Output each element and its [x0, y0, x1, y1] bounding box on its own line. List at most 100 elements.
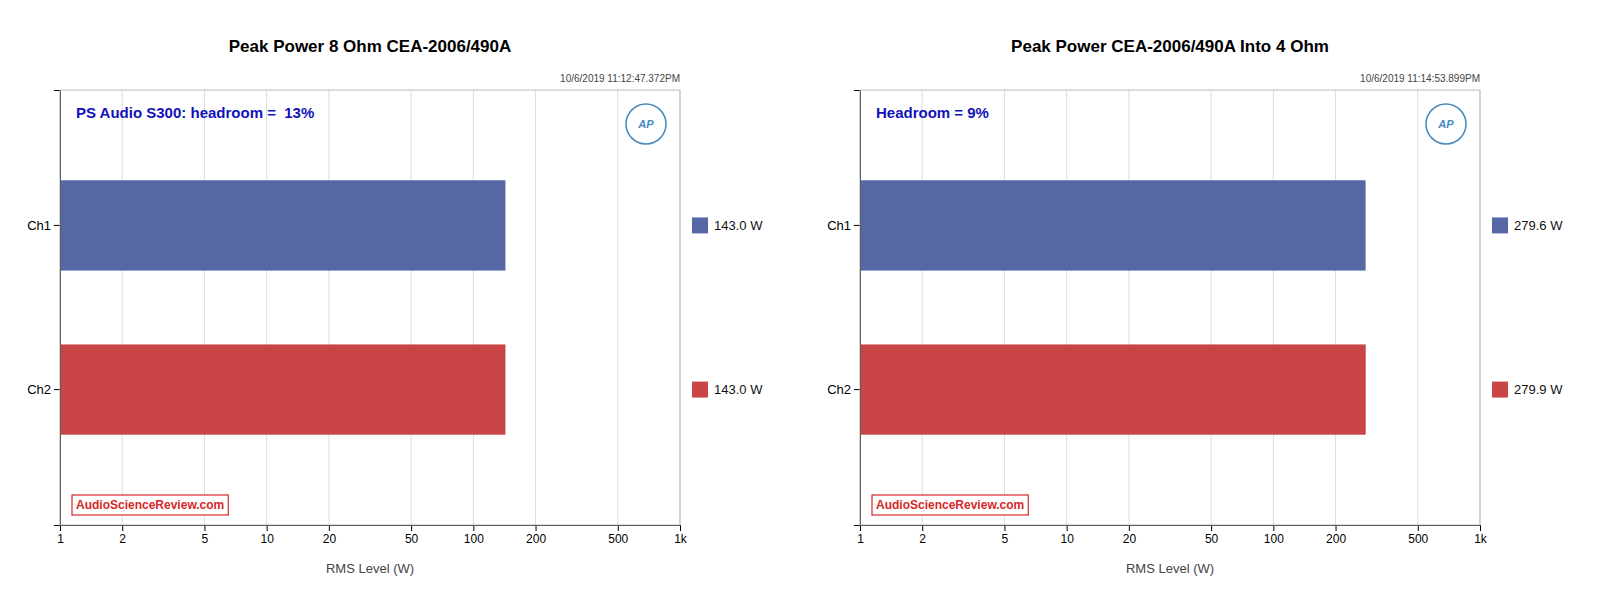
label-swatch — [692, 382, 708, 398]
x-tick-label: 200 — [1326, 532, 1346, 546]
data-label: 143.0 W — [714, 218, 763, 233]
watermark-text: AudioScienceReview.com — [876, 498, 1024, 512]
y-axis: Ch2 Ch1 — [827, 91, 860, 526]
grid-line — [411, 90, 412, 525]
x-tick-label: 1 — [857, 532, 864, 546]
logo-circle — [1426, 104, 1466, 144]
x-tick-label: 5 — [1002, 532, 1009, 546]
x-tick-mark — [267, 525, 268, 531]
grid — [60, 90, 680, 525]
bar — [60, 344, 505, 434]
plot-frame — [860, 90, 1480, 525]
x-tick: 10 — [1060, 525, 1074, 546]
grid — [860, 90, 1480, 525]
x-tick-label: 1k — [1474, 532, 1488, 546]
grid-line — [617, 90, 618, 525]
timestamp: 10/6/2019 11:14:53.899PM — [1360, 73, 1480, 84]
x-tick-label: 500 — [1408, 532, 1428, 546]
y-tick: Ch1 — [27, 218, 60, 233]
logo-circle — [626, 104, 666, 144]
x-tick: 1k — [1474, 525, 1488, 546]
bar — [60, 180, 505, 270]
timestamp: 10/6/2019 11:12:47.372PM — [560, 73, 680, 84]
x-tick-mark — [922, 525, 923, 531]
x-tick: 2 — [119, 525, 126, 546]
x-tick: 50 — [405, 525, 419, 546]
y-tick-mark — [854, 389, 860, 390]
watermark-box — [872, 495, 1028, 515]
x-axis: 1 2 5 10 20 50 100 200 500 1k — [857, 525, 1488, 546]
bars — [60, 180, 505, 434]
x-tick-mark — [1067, 525, 1068, 531]
x-tick-mark — [1129, 525, 1130, 531]
x-tick-label: 1 — [57, 532, 64, 546]
y-tick-label: Ch1 — [27, 218, 51, 233]
label-swatch — [1492, 217, 1508, 233]
title: Peak Power 8 Ohm CEA-2006/490A — [229, 37, 512, 56]
y-tick-mark — [54, 389, 60, 390]
x-tick-label: 100 — [464, 532, 484, 546]
y-tick-mark — [854, 225, 860, 226]
grid-line — [1335, 90, 1336, 525]
grid-line — [535, 90, 536, 525]
y-tick-mark — [54, 225, 60, 226]
x-tick-label: 2 — [119, 532, 126, 546]
logo-text: AP — [637, 118, 654, 130]
x-tick-mark — [1004, 525, 1005, 531]
label-swatch — [692, 217, 708, 233]
x-tick: 200 — [526, 525, 546, 546]
x-tick-label: 500 — [608, 532, 628, 546]
x-tick: 20 — [323, 525, 337, 546]
x-tick-label: 20 — [1123, 532, 1137, 546]
x-tick-label: 200 — [526, 532, 546, 546]
x-tick-label: 2 — [919, 532, 926, 546]
x-tick: 50 — [1205, 525, 1219, 546]
x-axis-line — [861, 526, 1481, 532]
x-tick-label: 100 — [1264, 532, 1284, 546]
plot-frame — [60, 90, 680, 525]
watermark-text: AudioScienceReview.com — [76, 498, 224, 512]
y-tick: Ch2 — [827, 382, 860, 397]
x-tick-label: 10 — [260, 532, 274, 546]
chart: 1 2 5 10 20 50 100 200 500 1k Ch2 Ch1 Peak Power 8 O… — [0, 0, 1600, 600]
grid-line — [1066, 90, 1067, 525]
grid-line — [328, 90, 329, 525]
x-tick-mark — [1418, 525, 1419, 531]
headroom-text: PS Audio S300: headroom = 13% — [76, 104, 314, 121]
label-swatch — [1492, 382, 1508, 398]
bar — [860, 344, 1366, 434]
panel: 1 2 5 10 20 50 100 200 500 1k Ch2 Ch1 Peak Power 8 O… — [27, 37, 763, 576]
y-axis: Ch2 Ch1 — [27, 91, 60, 526]
x-tick: 5 — [202, 525, 209, 546]
x-axis-line — [61, 526, 681, 532]
grid-line — [1211, 90, 1212, 525]
x-tick-mark — [122, 525, 123, 531]
data-label: 279.6 W — [1514, 218, 1563, 233]
x-axis-title: RMS Level (W) — [326, 561, 414, 576]
x-tick: 10 — [260, 525, 274, 546]
grid-line — [122, 90, 123, 525]
logo-text: AP — [1437, 118, 1454, 130]
data-labels: 143.0 W143.0 W — [692, 217, 763, 397]
x-tick-mark — [204, 525, 205, 531]
annotations: 10/6/2019 11:12:47.372PM PS Audio S300: h… — [72, 73, 680, 515]
x-tick: 500 — [608, 525, 628, 546]
x-tick: 200 — [1326, 525, 1346, 546]
x-tick-label: 1k — [674, 532, 688, 546]
x-tick-mark — [473, 525, 474, 531]
data-labels: 279.9 W279.6 W — [1492, 217, 1563, 397]
x-tick: 5 — [1002, 525, 1009, 546]
panel: 1251020501002005001kCh2Ch1Peak Power CEA… — [827, 37, 1563, 576]
watermark-box — [72, 495, 228, 515]
x-axis-title: RMS Level (W) — [1126, 561, 1214, 576]
x-tick-mark — [1336, 525, 1337, 531]
x-tick-mark — [536, 525, 537, 531]
annotations: 10/6/2019 11:14:53.899PMHeadroom = 9%APA… — [872, 73, 1480, 515]
x-tick: 20 — [1123, 525, 1137, 546]
y-tick: Ch1 — [827, 218, 860, 233]
x-tick-mark — [1211, 525, 1212, 531]
y-tick-label: Ch2 — [827, 382, 851, 397]
x-tick-mark — [1480, 525, 1481, 531]
x-tick-mark — [1273, 525, 1274, 531]
y-tick-label: Ch2 — [27, 382, 51, 397]
